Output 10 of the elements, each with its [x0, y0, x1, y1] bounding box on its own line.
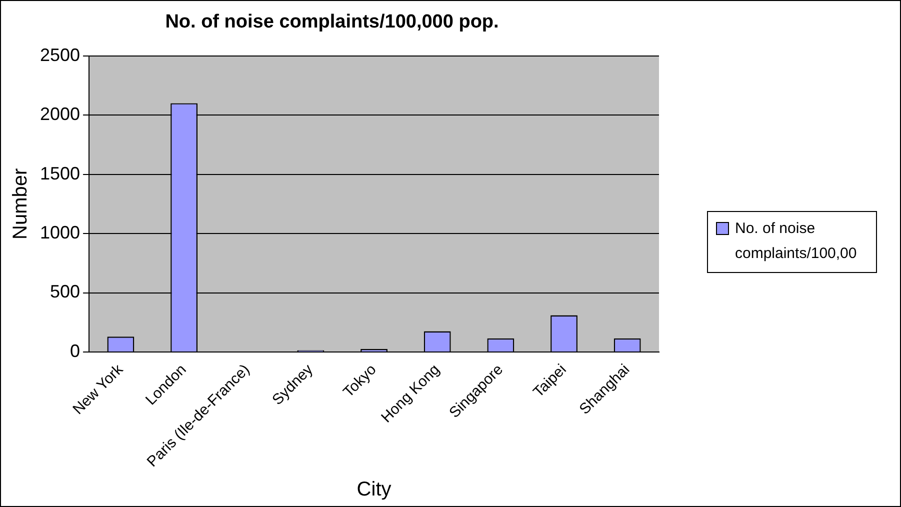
y-tick-label: 1500 — [40, 163, 80, 184]
y-tick-label: 0 — [70, 340, 80, 361]
y-tick-label: 500 — [50, 282, 80, 302]
x-axis-title: City — [356, 478, 392, 501]
chart-title: No. of noise complaints/100,000 pop. — [165, 12, 499, 33]
y-tick-label: 2500 — [40, 44, 80, 65]
y-axis-title: Number — [10, 168, 32, 240]
y-tick-label: 2000 — [40, 104, 80, 124]
y-tick-label: 1000 — [40, 222, 80, 242]
legend-label: No. of noise complaints/100,00 — [735, 219, 858, 264]
